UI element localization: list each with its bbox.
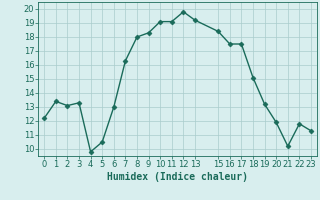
X-axis label: Humidex (Indice chaleur): Humidex (Indice chaleur) (107, 172, 248, 182)
